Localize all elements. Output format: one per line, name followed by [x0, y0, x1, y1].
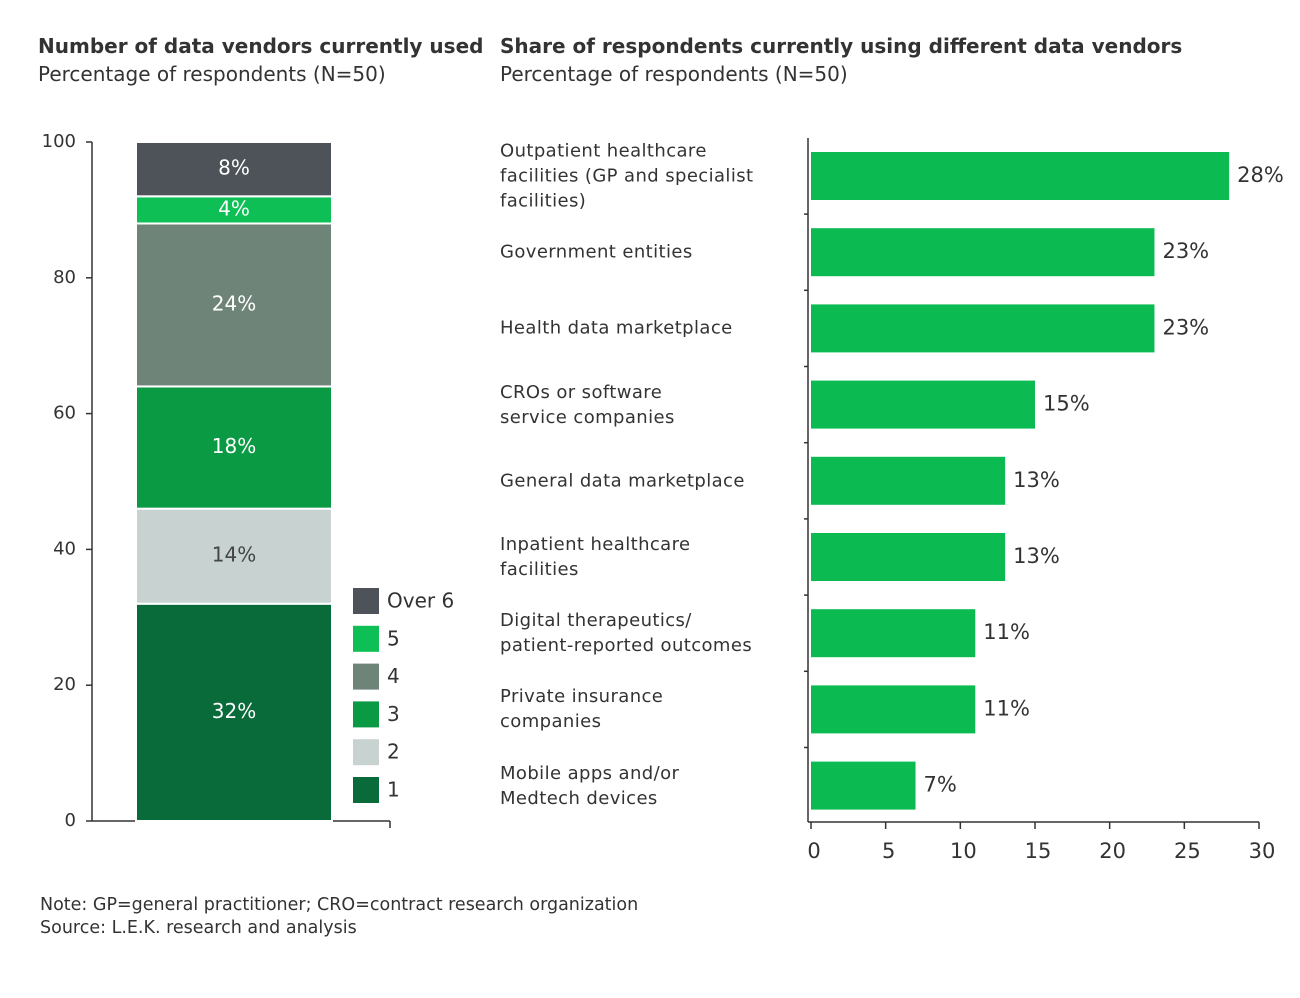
chart-subtitle: Percentage of respondents (N=50)	[500, 62, 848, 86]
chart-title: Share of respondents currently using dif…	[500, 34, 1183, 58]
value-label: 11%	[983, 696, 1030, 720]
x-tick-label: 10	[950, 839, 977, 863]
y-tick-label: Health data marketplace	[500, 317, 733, 339]
chart-subtitle: Percentage of respondents (N=50)	[38, 62, 386, 86]
y-tick-label: 20	[53, 674, 76, 695]
value-label: 23%	[1162, 315, 1209, 339]
y-tick-label: 0	[65, 810, 76, 831]
x-tick-label: 15	[1025, 839, 1052, 863]
value-label: 4%	[218, 196, 250, 220]
bar	[811, 685, 976, 734]
value-label: 32%	[212, 699, 256, 723]
legend-swatch	[353, 739, 379, 766]
x-tick-label: 30	[1249, 839, 1276, 863]
y-tick-label: 40	[53, 538, 76, 559]
x-tick-label: 25	[1174, 839, 1201, 863]
value-label: 14%	[212, 543, 256, 567]
value-label: 13%	[1013, 468, 1060, 492]
value-label: 18%	[212, 434, 256, 458]
legend-swatch	[353, 777, 379, 803]
legend-label: 3	[387, 702, 400, 726]
bar	[811, 152, 1230, 200]
legend-label: 2	[387, 740, 400, 764]
value-label: 28%	[1237, 163, 1284, 187]
bar-segment	[135, 385, 333, 510]
bar-segment	[135, 222, 333, 388]
value-label: 24%	[212, 291, 256, 315]
bar	[811, 533, 1006, 581]
y-tick-label: Outpatient healthcare facilities (GP and…	[500, 140, 754, 212]
x-tick-label: 20	[1099, 839, 1126, 863]
bar	[811, 609, 976, 658]
bar-segment	[135, 195, 333, 225]
legend-label: Over 6	[387, 589, 454, 613]
y-tick-label: Digital therapeutics/ patient-reported o…	[500, 610, 753, 657]
y-tick-label: Private insurance companies	[500, 686, 664, 733]
bar-segment	[135, 602, 333, 822]
y-tick-label: Inpatient healthcare facilities	[500, 534, 691, 580]
value-label: 8%	[218, 156, 250, 180]
bar	[811, 304, 1155, 353]
legend-label: 1	[387, 778, 400, 802]
chart-title: Number of data vendors currently used	[38, 34, 484, 58]
y-tick-label: 80	[53, 267, 76, 288]
value-label: 13%	[1013, 544, 1060, 568]
value-label: 7%	[924, 773, 957, 797]
legend-label: 4	[387, 664, 400, 688]
y-tick-label: CROs or software service companies	[500, 381, 675, 428]
y-tick-label: 60	[53, 403, 76, 424]
legend-swatch	[353, 663, 379, 690]
bar	[811, 380, 1035, 429]
bar-segment	[135, 141, 333, 198]
y-tick-label: General data marketplace	[500, 470, 745, 492]
x-tick-label: 0	[807, 839, 820, 863]
value-label: 15%	[1043, 392, 1090, 416]
legend-label: 5	[387, 626, 400, 650]
bar	[811, 228, 1155, 277]
y-tick-label: Government entities	[500, 241, 693, 263]
x-tick-label: 5	[882, 839, 895, 863]
source: Source: L.E.K. research and analysis	[40, 918, 357, 938]
note: Note: GP=general practitioner; CRO=contr…	[40, 895, 639, 915]
value-label: 11%	[983, 620, 1030, 644]
bar	[811, 761, 916, 810]
legend-swatch	[353, 588, 379, 614]
legend-swatch	[353, 625, 379, 652]
bar	[811, 456, 1006, 505]
value-label: 23%	[1162, 239, 1209, 263]
legend-swatch	[353, 701, 379, 728]
y-tick-label: 100	[42, 131, 76, 152]
y-tick-label: Mobile apps and/or Medtech devices	[500, 762, 680, 809]
